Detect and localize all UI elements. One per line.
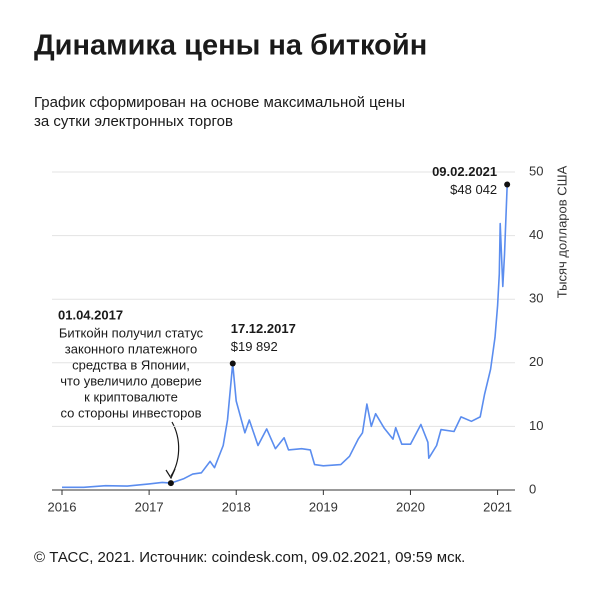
y-tick-label: 40 (529, 227, 543, 242)
annotation-text: средства в Японии, (72, 357, 190, 372)
annotation-date: 09.02.2021 (432, 164, 497, 179)
annotation-label: $48 042 (450, 182, 497, 197)
annotation-text: законного платежного (65, 341, 197, 356)
subtitle: График сформирован на основе максимально… (34, 94, 405, 111)
subtitle: за сутки электронных торгов (34, 113, 233, 130)
source: © ТАСС, 2021. Источник: coindesk.com, 09… (34, 549, 465, 566)
annotation-date: 17.12.2017 (231, 321, 296, 336)
annotation-date: 01.04.2017 (58, 307, 123, 322)
y-tick-label: 20 (529, 354, 543, 369)
annotation-text: со стороны инвесторов (61, 405, 202, 420)
annotation-dot (504, 181, 511, 188)
annotation-text: что увеличило доверие (60, 373, 201, 388)
x-tick-label: 2017 (135, 499, 164, 514)
annotation-dot (167, 480, 174, 487)
annotation-text: Биткойн получил статус (59, 325, 204, 340)
annotation-text: к криптовалюте (84, 389, 178, 404)
y-tick-label: 50 (529, 163, 543, 178)
x-tick-label: 2021 (483, 499, 512, 514)
price-line (62, 184, 508, 489)
arrow-head (165, 468, 176, 480)
y-tick-label: 10 (529, 418, 543, 433)
x-tick-label: 2016 (48, 499, 77, 514)
annotation-dot (229, 360, 236, 367)
arrow (170, 421, 180, 477)
x-tick-label: 2019 (309, 499, 338, 514)
annotation-label: $19 892 (231, 339, 278, 354)
x-tick-label: 2020 (396, 499, 425, 514)
y-tick-label: 30 (529, 291, 543, 306)
y-tick-label: 0 (529, 481, 536, 496)
y-axis-title: Тысяч долларов США (554, 165, 569, 298)
chart-title: Динамика цены на биткойн (34, 30, 427, 62)
x-tick-label: 2018 (222, 499, 251, 514)
